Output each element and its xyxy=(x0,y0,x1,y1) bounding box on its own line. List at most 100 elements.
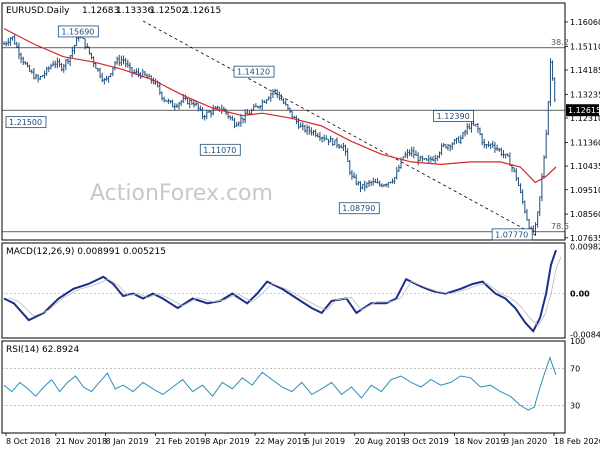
price-annotation: 1.07770 xyxy=(491,228,533,241)
macd-tick-label: 0.009822 xyxy=(570,242,600,251)
price-bar xyxy=(37,74,40,83)
price-bar xyxy=(429,156,432,163)
price-tick-label: 1.08560 xyxy=(570,210,600,219)
price-bar xyxy=(165,99,168,102)
price-bar xyxy=(487,141,490,148)
price-bar xyxy=(391,178,394,184)
price-bar xyxy=(58,58,61,67)
price-bar xyxy=(534,222,537,236)
price-bar xyxy=(481,133,484,146)
x-tick-label: 18 Feb 2020 xyxy=(554,437,600,446)
price-bar xyxy=(449,144,452,152)
macd-signal-line xyxy=(8,256,562,327)
price-bar xyxy=(365,182,368,189)
price-bar xyxy=(259,105,262,110)
price-bar xyxy=(425,158,428,161)
macd-tick-label: 0.00 xyxy=(570,290,590,299)
price-bar xyxy=(41,75,44,78)
price-bar xyxy=(160,91,163,101)
price-bar xyxy=(404,151,407,158)
price-bar xyxy=(49,63,52,70)
fib-78-label: 78.6 xyxy=(551,222,569,231)
price-bar xyxy=(483,138,486,149)
price-tick-label: 1.11360 xyxy=(570,138,600,147)
price-bar xyxy=(397,164,400,172)
price-bar xyxy=(335,137,338,149)
price-bar xyxy=(197,103,200,112)
price-bar xyxy=(419,155,422,162)
price-bar xyxy=(387,182,390,188)
price-bar xyxy=(205,109,208,120)
price-bar xyxy=(303,124,306,133)
price-bar xyxy=(265,99,268,104)
price-bar xyxy=(171,99,174,108)
price-bar xyxy=(107,75,110,83)
price-bar xyxy=(461,132,464,140)
svg-text:1.15690: 1.15690 xyxy=(61,27,94,36)
price-annotation: 1.21500 xyxy=(5,116,47,129)
price-bar xyxy=(517,177,520,187)
price-tick-label: 1.07635 xyxy=(570,234,600,243)
price-bar xyxy=(455,137,458,144)
price-bar xyxy=(436,155,439,162)
macd-title: MACD(12,26,9) 0.008991 0.005215 xyxy=(6,247,166,257)
price-bar xyxy=(11,36,14,41)
rsi-tick-label: 70 xyxy=(570,365,580,374)
price-bar xyxy=(372,177,375,186)
price-bar xyxy=(333,139,336,146)
price-bar xyxy=(500,147,503,157)
price-bar xyxy=(137,67,140,78)
price-bar xyxy=(453,138,456,145)
price-bar xyxy=(280,94,283,101)
rsi-title: RSI(14) 62.8924 xyxy=(6,345,79,355)
price-bar xyxy=(496,144,499,151)
price-bar xyxy=(446,144,449,151)
price-bar xyxy=(28,64,31,72)
price-tick-label: 1.10435 xyxy=(570,162,600,171)
price-bar xyxy=(314,129,317,138)
price-bar xyxy=(111,67,114,77)
price-bar xyxy=(216,105,219,109)
price-bar xyxy=(479,127,482,136)
price-bar xyxy=(180,100,183,107)
price-bar xyxy=(353,172,356,179)
price-bar xyxy=(190,98,193,106)
price-bar xyxy=(310,127,313,136)
macd-panel xyxy=(1,242,566,339)
price-bar xyxy=(385,183,388,188)
price-bar xyxy=(299,122,302,128)
price-bar xyxy=(9,36,12,46)
rsi-tick-label: 30 xyxy=(570,401,580,410)
price-bar xyxy=(229,115,232,121)
price-bar xyxy=(116,56,119,65)
svg-text:1.07770: 1.07770 xyxy=(495,230,528,239)
price-bar xyxy=(553,77,556,103)
price-bar xyxy=(99,67,102,79)
price-bar xyxy=(323,134,326,142)
price-bar xyxy=(342,142,345,151)
price-bar xyxy=(414,150,417,156)
macd-line xyxy=(3,249,557,333)
price-bar xyxy=(329,135,332,143)
price-bar xyxy=(192,99,195,108)
ohlc-close: 1.12615 xyxy=(184,6,221,16)
price-bar xyxy=(32,67,35,80)
x-tick-label: 22 May 2019 xyxy=(255,437,307,446)
price-bar xyxy=(35,73,38,80)
price-bar xyxy=(306,124,309,135)
price-tick-label: 1.15110 xyxy=(570,42,600,51)
price-bar xyxy=(440,143,443,156)
price-bar xyxy=(26,61,29,68)
svg-text:1.11070: 1.11070 xyxy=(203,146,236,155)
price-bar xyxy=(118,54,121,66)
price-bar xyxy=(62,64,65,73)
rsi-panel xyxy=(1,340,566,434)
price-annotation: 1.15690 xyxy=(57,25,99,38)
price-bar xyxy=(54,60,57,69)
price-bar xyxy=(346,148,349,162)
price-bar xyxy=(308,125,311,135)
price-bar xyxy=(210,110,213,118)
ohlc-open: 1.12683 xyxy=(82,6,119,16)
price-bar xyxy=(521,189,524,205)
ohlc-low: 1.12502 xyxy=(150,6,187,16)
